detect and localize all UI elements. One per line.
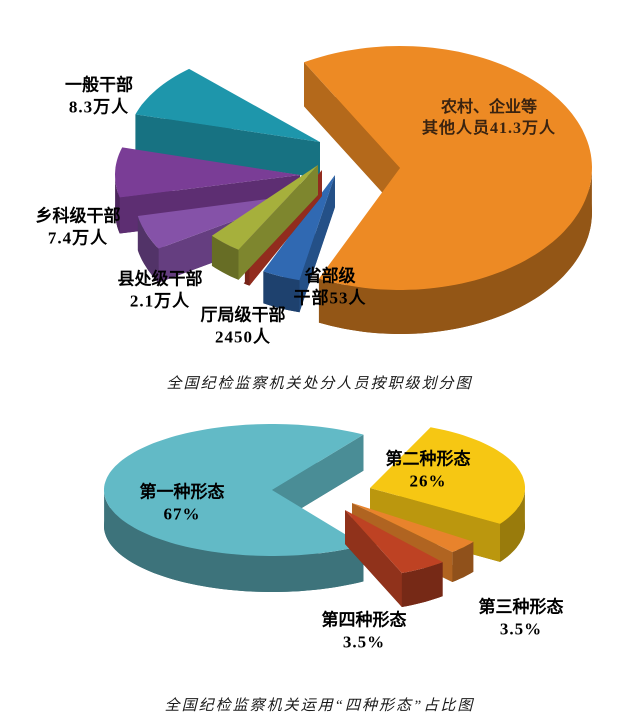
slice-rim [104,492,364,592]
label-line1: 第二种形态 [385,449,471,469]
chart1-label-general-cadres: 一般干部 8.3万人 [65,75,133,120]
slice-top [345,510,443,573]
slice-cut-face [299,175,335,313]
chart2-section: 第一种形态 67% 第二种形态 26% 第三种形态 3.5% 第四种形态 3.5… [0,410,639,721]
slice-cut-face [135,114,320,178]
label-line1: 第一种形态 [139,482,225,502]
chart2-label-third-form: 第三种形态 3.5% [479,597,564,642]
slice-cut-face [238,165,318,280]
label-line2: 8.3万人 [68,98,130,117]
chart2-label-second-form: 第二种形态 26% [386,449,471,494]
chart1-label-county-division-cadres: 县处级干部 2.1万人 [118,269,203,314]
pie2-slice-fourth-form [345,510,443,607]
slice-rim [452,541,474,582]
chart1-pie [115,46,592,334]
slice-cut-face [345,510,402,607]
chart2-pie [104,424,525,607]
slice-rim [211,235,239,280]
chart1-section: 一般干部 8.3万人 乡科级干部 7.4万人 县处级干部 2.1万人 厅局级干部… [36,46,592,392]
label-line1: 农村、企业等 [440,98,538,116]
label-line2: 3.5% [342,633,386,652]
label-line1: 厅局级干部 [200,305,286,325]
label-line2: 7.4万人 [47,229,109,248]
slice-rim [115,178,120,234]
label-line2: 干部53人 [293,289,367,308]
label-line2: 2450人 [215,328,271,347]
slice-top [115,147,300,198]
slice-rim [263,271,300,313]
label-line2: 其他人员41.3万人 [421,120,557,137]
slice-cut-face [272,434,364,526]
label-line2: 67% [163,505,201,524]
slice-top [211,165,318,250]
chart2-label-first-form: 第一种形态 67% [140,482,225,527]
label-line1: 省部级 [304,266,356,286]
label-line2: 3.5% [499,620,543,639]
slice-top [135,68,320,142]
chart2-caption: 全国纪检监察机关运用“四种形态”占比图 [164,698,475,714]
pie2-slice-first-form [104,424,364,592]
slice-rim [318,172,592,334]
chart1-label-provincial-ministerial-cadres: 省部级 干部53人 [294,266,367,311]
chart1-label-township-section-cadres: 乡科级干部 7.4万人 [36,206,121,251]
pie1-slice-general-cadres [135,68,320,178]
label-line1: 县处级干部 [117,269,203,289]
slice-rim [401,562,443,607]
pie1-slice-rural-enterprise-other [304,46,592,334]
chart1-label-bureau-level-cadres: 厅局级干部 2450人 [201,305,286,350]
slice-top [304,46,592,290]
label-line1: 第四种形态 [321,610,407,630]
slice-rim [500,490,525,562]
slice-cut-face [304,62,400,212]
slice-top [370,427,525,524]
label-line2: 2.1万人 [129,292,191,311]
chart1-caption: 全国纪检监察机关处分人员按职级划分图 [166,376,473,392]
chart1-label-rural-enterprise-other: 农村、企业等 其他人员41.3万人 [422,97,556,139]
slice-top [104,424,364,556]
slice-rim [137,216,159,283]
label-line1: 第三种形态 [478,597,564,617]
chart2-label-fourth-form: 第四种形态 3.5% [322,610,407,655]
label-line2: 26% [409,472,447,491]
pie2-slice-second-form [370,427,525,562]
slice-top [352,503,474,552]
pie1-slice-bureau-level-cadres [211,165,318,280]
label-line1: 一般干部 [65,75,133,95]
label-line1: 乡科级干部 [35,206,121,226]
